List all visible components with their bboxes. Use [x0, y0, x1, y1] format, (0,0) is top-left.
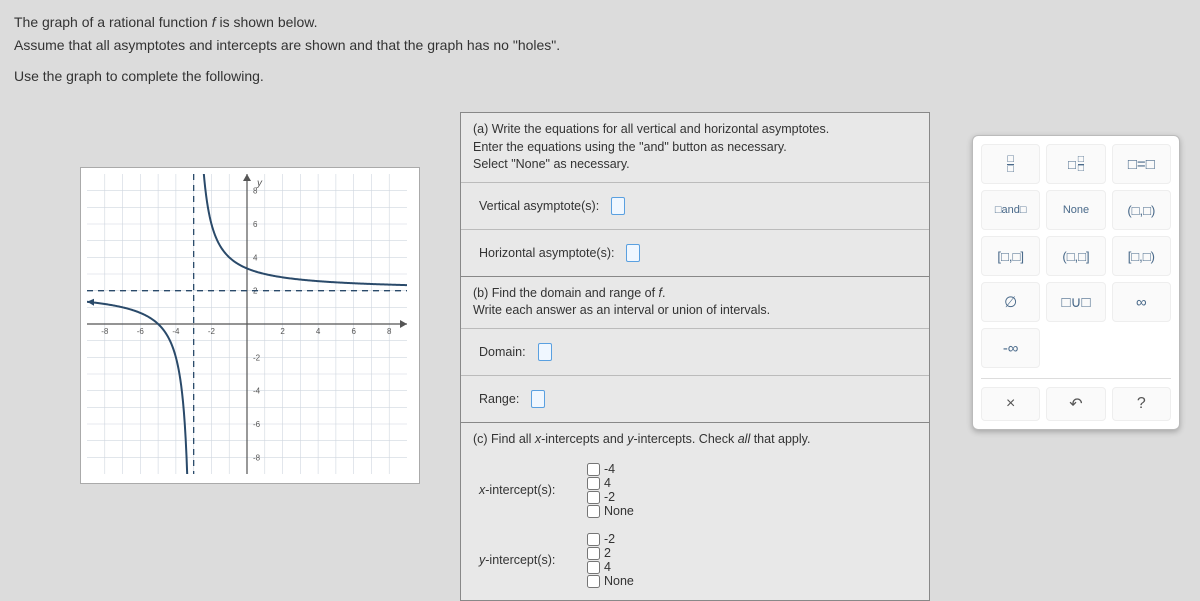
svg-text:-2: -2 — [253, 353, 261, 362]
x-intercept-option[interactable]: None — [587, 504, 634, 518]
vertical-asymptote-input[interactable] — [611, 197, 625, 215]
x-intercept-option-label: 4 — [604, 476, 611, 490]
svg-text:-6: -6 — [253, 420, 261, 429]
x-intercept-option-label: -2 — [604, 490, 615, 504]
y-intercept-option-label: 4 — [604, 560, 611, 574]
b-h1: (b) Find the domain and range of — [473, 286, 659, 300]
palette-none-button[interactable]: None — [1046, 190, 1105, 230]
palette-help-button[interactable]: ? — [1112, 387, 1171, 421]
y-intercept-option[interactable]: 4 — [587, 560, 634, 574]
palette-closed-button[interactable]: [□,□] — [981, 236, 1040, 276]
x-intercept-option[interactable]: -2 — [587, 490, 634, 504]
range-row: Range: — [461, 375, 929, 422]
section-c: (c) Find all x-intercepts and y-intercep… — [460, 423, 930, 601]
x-intercept-checkbox[interactable] — [587, 505, 600, 518]
x-intercept-option-label: None — [604, 504, 634, 518]
horizontal-asymptote-row: Horizontal asymptote(s): — [461, 229, 929, 276]
section-c-header: (c) Find all x-intercepts and y-intercep… — [461, 423, 929, 457]
graph-svg: -8-6-4-224688642-2-4-6-8y — [87, 174, 407, 474]
b-sub: Write each answer as an interval or unio… — [473, 303, 770, 317]
prompt-text-1a: The graph of a rational function — [14, 14, 212, 30]
palette-undo-button[interactable]: ↶ — [1046, 387, 1105, 421]
svg-text:-8: -8 — [101, 327, 109, 336]
section-b-header: (b) Find the domain and range of f. Writ… — [461, 277, 929, 328]
horizontal-asymptote-input[interactable] — [626, 244, 640, 262]
palette-eq-button[interactable]: □=□ — [1112, 144, 1171, 184]
svg-text:y: y — [256, 178, 263, 189]
y-intercept-option-label: -2 — [604, 532, 615, 546]
domain-row: Domain: — [461, 328, 929, 375]
y-intercept-checkbox[interactable] — [587, 547, 600, 560]
svg-text:-2: -2 — [208, 327, 216, 336]
palette-half1-button[interactable]: (□,□] — [1046, 236, 1105, 276]
range-label: Range: — [479, 392, 519, 406]
svg-text:4: 4 — [316, 327, 321, 336]
range-input[interactable] — [531, 390, 545, 408]
y-int-label: -intercept(s): — [485, 553, 555, 567]
x-intercept-checkbox[interactable] — [587, 463, 600, 476]
prompt-line-1: The graph of a rational function f is sh… — [14, 12, 1186, 33]
y-intercept-option[interactable]: -2 — [587, 532, 634, 546]
y-intercept-checkbox[interactable] — [587, 533, 600, 546]
graph-container: -8-6-4-224688642-2-4-6-8y — [80, 167, 420, 484]
y-intercept-row: y-intercept(s): -224None — [461, 526, 929, 600]
answer-panel: (a) Write the equations for all vertical… — [460, 112, 930, 601]
svg-text:-8: -8 — [253, 453, 261, 462]
palette-open-button[interactable]: (□,□) — [1112, 190, 1171, 230]
section-b: (b) Find the domain and range of f. Writ… — [460, 277, 930, 423]
x-int-label: -intercept(s): — [485, 483, 555, 497]
palette-mixed-button[interactable]: □□□ — [1046, 144, 1105, 184]
vertical-asymptote-row: Vertical asymptote(s): — [461, 182, 929, 229]
y-intercept-checkbox[interactable] — [587, 561, 600, 574]
palette-union-button[interactable]: □∪□ — [1046, 282, 1105, 322]
svg-text:-4: -4 — [172, 327, 180, 336]
section-a: (a) Write the equations for all vertical… — [460, 112, 930, 277]
x-intercept-row: x-intercept(s): -44-2None — [461, 456, 929, 526]
prompt-text-1c: is shown below. — [216, 14, 318, 30]
y-intercept-option[interactable]: 2 — [587, 546, 634, 560]
svg-text:8: 8 — [387, 327, 392, 336]
svg-text:2: 2 — [280, 327, 285, 336]
y-intercept-option-label: None — [604, 574, 634, 588]
vertical-asymptote-label: Vertical asymptote(s): — [479, 199, 599, 213]
x-intercept-option[interactable]: -4 — [587, 462, 634, 476]
y-intercept-checkbox[interactable] — [587, 575, 600, 588]
svg-text:4: 4 — [253, 253, 258, 262]
domain-input[interactable] — [538, 343, 552, 361]
prompt-line-3: Use the graph to complete the following. — [14, 66, 1186, 87]
x-intercept-checkbox[interactable] — [587, 477, 600, 490]
svg-text:6: 6 — [253, 220, 258, 229]
palette-frac-button[interactable]: □□ — [981, 144, 1040, 184]
palette-empty-button[interactable]: ∅ — [981, 282, 1040, 322]
prompt-line-2: Assume that all asymptotes and intercept… — [14, 35, 1186, 56]
prompt-area: The graph of a rational function f is sh… — [0, 0, 1200, 97]
section-a-header: (a) Write the equations for all vertical… — [461, 113, 929, 182]
palette-half2-button[interactable]: [□,□) — [1112, 236, 1171, 276]
graph-box: -8-6-4-224688642-2-4-6-8y — [80, 167, 420, 484]
x-intercept-option-label: -4 — [604, 462, 615, 476]
palette-neginf-button[interactable]: -∞ — [981, 328, 1040, 368]
symbol-palette: □□□□□□=□□and□None(□,□)[□,□](□,□][□,□)∅□∪… — [972, 135, 1180, 430]
palette-clear-button[interactable]: × — [981, 387, 1040, 421]
x-intercept-option[interactable]: 4 — [587, 476, 634, 490]
b-h2: . — [662, 286, 665, 300]
horizontal-asymptote-label: Horizontal asymptote(s): — [479, 246, 614, 260]
palette-inf-button[interactable]: ∞ — [1112, 282, 1171, 322]
y-intercept-option-label: 2 — [604, 546, 611, 560]
domain-label: Domain: — [479, 345, 526, 359]
c-text: (c) Find all x-intercepts and y-intercep… — [473, 432, 810, 446]
svg-text:6: 6 — [351, 327, 356, 336]
palette-and-button[interactable]: □and□ — [981, 190, 1040, 230]
svg-text:-4: -4 — [253, 387, 261, 396]
svg-text:-6: -6 — [137, 327, 145, 336]
y-intercept-option[interactable]: None — [587, 574, 634, 588]
x-intercept-checkbox[interactable] — [587, 491, 600, 504]
